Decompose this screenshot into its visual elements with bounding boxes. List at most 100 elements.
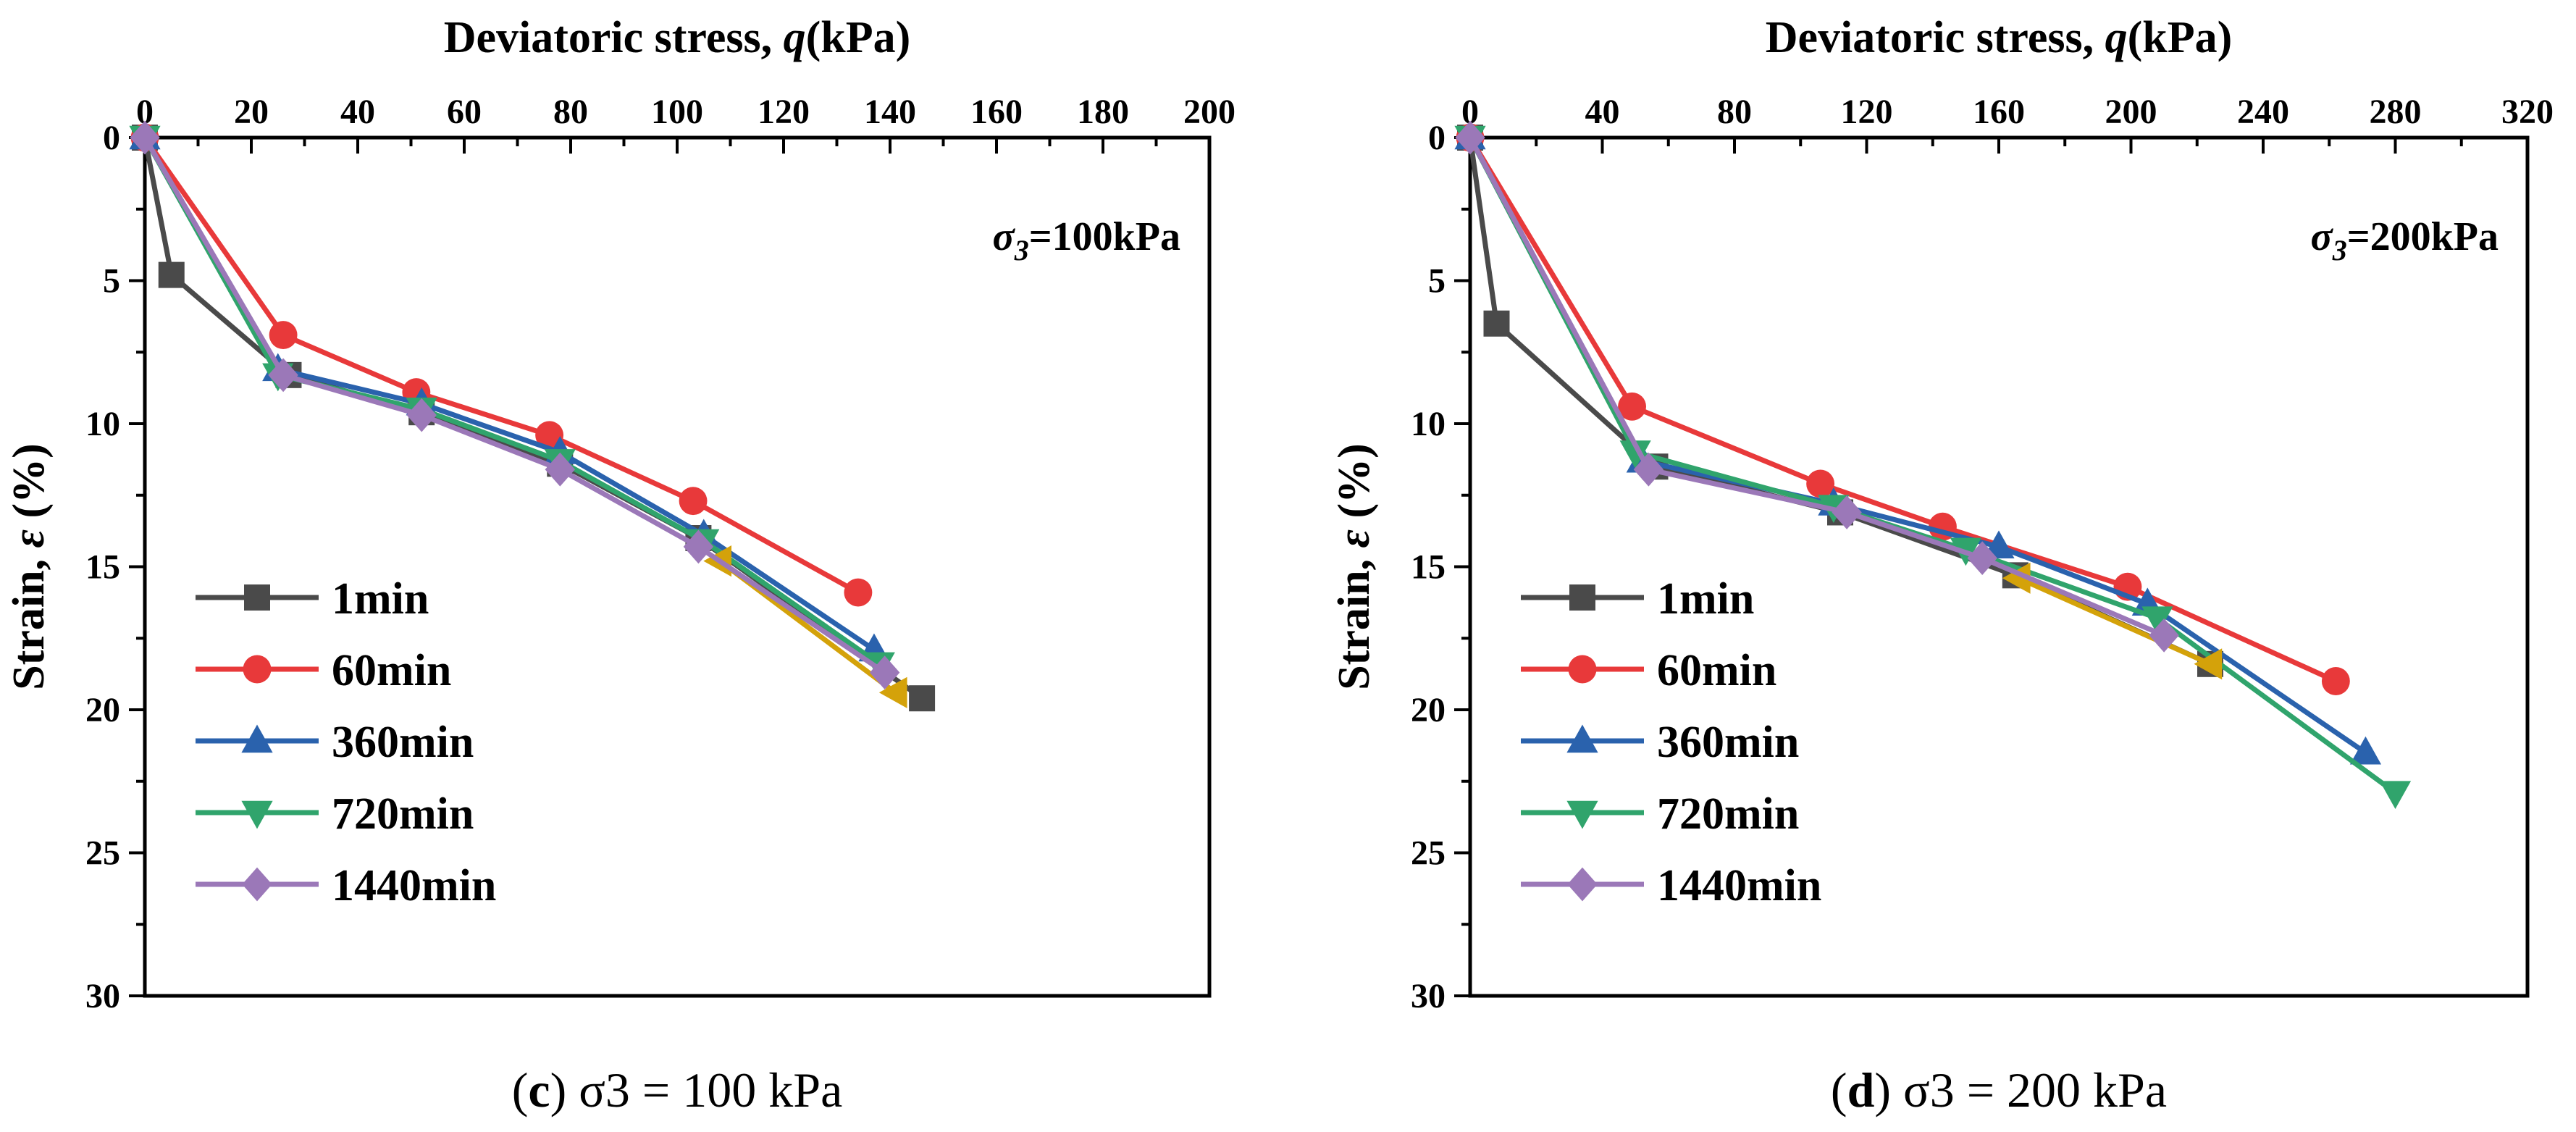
data-point bbox=[1832, 495, 1862, 529]
sigma3-annotation: σ3=100kPa bbox=[993, 214, 1180, 267]
data-point bbox=[1619, 440, 1651, 469]
series-extra-4 bbox=[2002, 562, 2223, 680]
legend-item: 1min bbox=[196, 574, 429, 624]
data-point bbox=[683, 529, 714, 564]
series-line bbox=[142, 136, 881, 666]
data-point bbox=[1483, 310, 1510, 337]
legend-item: 720min bbox=[196, 789, 474, 839]
y-tick-label: 0 bbox=[103, 119, 120, 157]
series-line bbox=[142, 136, 876, 652]
data-point bbox=[2379, 781, 2412, 810]
data-point bbox=[1618, 392, 1647, 421]
series-line bbox=[143, 135, 860, 595]
panel-c: 0 20 40 60 80 100 120 140 160 180 200051015202530D… bbox=[4, 13, 1235, 1118]
x-tick-label: 200 bbox=[2105, 93, 2157, 131]
y-axis-title: Strain, ε (%) bbox=[1330, 443, 1379, 690]
y-tick-label: 10 bbox=[85, 405, 120, 443]
series-1440min bbox=[1455, 120, 2179, 653]
y-axis-title: Strain, ε (%) bbox=[4, 443, 54, 690]
data-point bbox=[269, 321, 298, 349]
x-tick-label: 180 bbox=[1077, 93, 1129, 131]
y-tick-label: 25 bbox=[85, 834, 120, 873]
data-point bbox=[2141, 606, 2173, 635]
y-tick-label: 25 bbox=[1411, 834, 1446, 873]
data-point bbox=[844, 578, 873, 607]
legend-label: 1min bbox=[1657, 574, 1754, 624]
legend-marker bbox=[1567, 867, 1598, 902]
data-point bbox=[158, 261, 185, 288]
plot-frame bbox=[143, 135, 1212, 998]
legend-label: 360min bbox=[1657, 718, 1799, 767]
y-tick-label: 20 bbox=[1411, 691, 1446, 729]
x-tick-label: 120 bbox=[1841, 93, 1893, 131]
data-point bbox=[535, 421, 564, 450]
data-point bbox=[2194, 648, 2223, 680]
x-tick-label: 200 bbox=[1183, 93, 1235, 131]
legend-item: 360min bbox=[196, 718, 474, 767]
sigma3-annotation: σ3=200kPa bbox=[2311, 214, 2499, 267]
legend-item: 720min bbox=[1521, 789, 1799, 839]
legend-marker bbox=[241, 800, 273, 829]
series-line bbox=[1467, 136, 2367, 755]
x-tick-label: 280 bbox=[2370, 93, 2422, 131]
series-line bbox=[142, 136, 886, 675]
x-tick-label: 120 bbox=[758, 93, 810, 131]
panel-d: 0 40 80 120 160 200 240 280 320051015202530Devia… bbox=[1330, 13, 2554, 1118]
series-line bbox=[2017, 576, 2212, 666]
legend-label: 60min bbox=[1657, 646, 1776, 695]
legend-label: 1440min bbox=[332, 861, 496, 910]
x-tick-label: 160 bbox=[1973, 93, 2025, 131]
x-tick-label: 160 bbox=[970, 93, 1023, 131]
y-tick-label: 30 bbox=[1411, 977, 1446, 1015]
data-point bbox=[909, 685, 936, 712]
data-point bbox=[2321, 667, 2350, 695]
legend-label: 1440min bbox=[1657, 861, 1821, 910]
data-point bbox=[2002, 562, 2031, 594]
data-point bbox=[1455, 120, 1485, 155]
x-tick-label: 20 bbox=[234, 93, 269, 131]
x-axis-title: Deviatoric stress, q(kPa) bbox=[1766, 13, 2233, 62]
legend-marker bbox=[243, 655, 272, 684]
legend-item: 60min bbox=[196, 646, 451, 695]
x-tick-label: 40 bbox=[340, 93, 375, 131]
data-point bbox=[679, 487, 708, 516]
legend-marker bbox=[1566, 800, 1598, 829]
legend-marker bbox=[1566, 724, 1598, 753]
legend-item: 1440min bbox=[1521, 861, 1821, 910]
series-360min bbox=[129, 121, 890, 662]
data-point bbox=[878, 676, 907, 708]
legend-item: 1440min bbox=[196, 861, 496, 910]
legend: 1min 60min 360min 720min 1440min bbox=[1521, 574, 1821, 910]
x-tick-label: 40 bbox=[1585, 93, 1620, 131]
y-tick-label: 10 bbox=[1411, 405, 1446, 443]
legend-item: 60min bbox=[1521, 646, 1776, 695]
legend-item: 360min bbox=[1521, 718, 1799, 767]
data-point bbox=[869, 655, 900, 690]
x-tick-label: 80 bbox=[1717, 93, 1752, 131]
y-tick-label: 5 bbox=[103, 262, 120, 301]
panel-caption: (c) σ3 = 100 kPa bbox=[512, 1062, 843, 1118]
legend-label: 360min bbox=[332, 718, 474, 767]
x-tick-label: 140 bbox=[864, 93, 916, 131]
legend-marker bbox=[241, 724, 273, 753]
data-point bbox=[406, 398, 437, 432]
panel-caption: (d) σ3 = 200 kPa bbox=[1831, 1062, 2167, 1118]
legend-label: 60min bbox=[332, 646, 451, 695]
series-line bbox=[1467, 136, 2165, 638]
legend-label: 720min bbox=[1657, 789, 1799, 839]
legend-item: 1min bbox=[1521, 574, 1754, 624]
y-tick-label: 0 bbox=[1428, 119, 1446, 157]
y-tick-label: 15 bbox=[85, 548, 120, 587]
series-line bbox=[1467, 136, 2397, 795]
legend-marker bbox=[244, 584, 270, 611]
x-tick-label: 320 bbox=[2501, 93, 2554, 131]
x-tick-label: 80 bbox=[553, 93, 588, 131]
x-tick-label: 240 bbox=[2237, 93, 2289, 131]
data-point bbox=[2149, 618, 2179, 653]
x-tick-label: 60 bbox=[447, 93, 482, 131]
data-point bbox=[130, 120, 160, 155]
y-tick-label: 30 bbox=[85, 977, 120, 1015]
legend: 1min 60min 360min 720min 1440min bbox=[196, 574, 496, 910]
data-point bbox=[545, 452, 575, 487]
